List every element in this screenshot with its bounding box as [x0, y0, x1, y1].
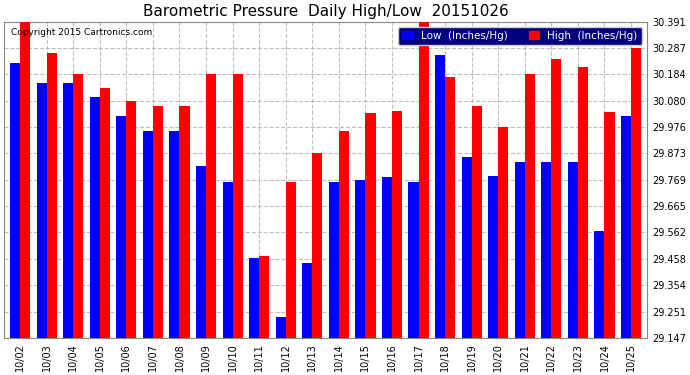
- Bar: [20, 22, 30, 338]
- Bar: [594, 231, 604, 338]
- Bar: [100, 88, 110, 338]
- Bar: [498, 127, 509, 338]
- Bar: [366, 114, 375, 338]
- Bar: [126, 101, 137, 338]
- Bar: [339, 131, 349, 338]
- Bar: [153, 106, 163, 338]
- Bar: [169, 131, 179, 338]
- Bar: [222, 182, 233, 338]
- Bar: [408, 182, 419, 338]
- Bar: [10, 63, 20, 338]
- Bar: [604, 112, 615, 338]
- Bar: [541, 162, 551, 338]
- Bar: [196, 166, 206, 338]
- Bar: [551, 59, 562, 338]
- Bar: [302, 264, 313, 338]
- Bar: [515, 162, 525, 338]
- Bar: [382, 177, 392, 338]
- Bar: [631, 48, 641, 338]
- Bar: [472, 106, 482, 338]
- Bar: [578, 67, 588, 338]
- Bar: [47, 53, 57, 338]
- Bar: [445, 76, 455, 338]
- Bar: [392, 111, 402, 338]
- Bar: [90, 97, 100, 338]
- Text: Copyright 2015 Cartronics.com: Copyright 2015 Cartronics.com: [10, 28, 152, 37]
- Bar: [233, 74, 243, 338]
- Bar: [621, 116, 631, 338]
- Legend: Low  (Inches/Hg), High  (Inches/Hg): Low (Inches/Hg), High (Inches/Hg): [398, 27, 642, 45]
- Bar: [63, 84, 73, 338]
- Bar: [419, 22, 428, 338]
- Bar: [73, 74, 83, 338]
- Bar: [462, 157, 472, 338]
- Bar: [568, 162, 578, 338]
- Bar: [116, 116, 126, 338]
- Bar: [435, 55, 445, 338]
- Bar: [259, 256, 269, 338]
- Bar: [286, 182, 296, 338]
- Title: Barometric Pressure  Daily High/Low  20151026: Barometric Pressure Daily High/Low 20151…: [143, 4, 509, 19]
- Bar: [37, 84, 47, 338]
- Bar: [313, 153, 322, 338]
- Bar: [525, 74, 535, 338]
- Bar: [206, 74, 216, 338]
- Bar: [143, 131, 153, 338]
- Bar: [328, 182, 339, 338]
- Bar: [249, 258, 259, 338]
- Bar: [488, 176, 498, 338]
- Bar: [275, 317, 286, 338]
- Bar: [355, 180, 366, 338]
- Bar: [179, 106, 190, 338]
